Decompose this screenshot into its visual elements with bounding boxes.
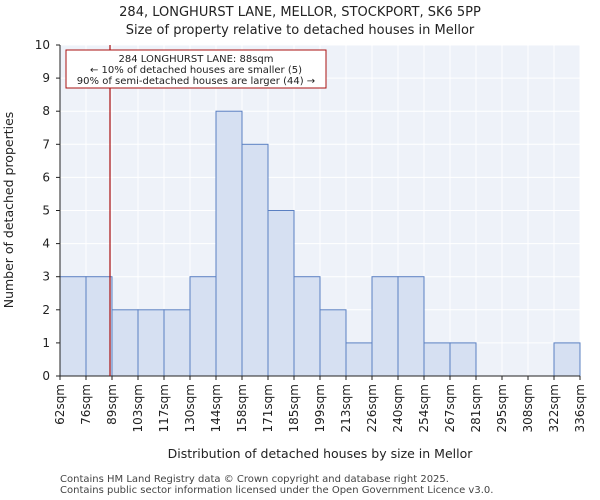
annotation-line-3: 90% of semi-detached houses are larger (… — [77, 76, 315, 87]
bars — [59, 110, 581, 377]
y-tick-label: 4 — [42, 237, 50, 251]
x-tick-label: 171sqm — [261, 384, 275, 432]
bar — [345, 342, 373, 377]
y-tick-label: 3 — [42, 270, 50, 284]
x-tick-label: 240sqm — [391, 384, 405, 432]
y-tick-label: 9 — [42, 71, 50, 85]
x-tick-label: 226sqm — [365, 384, 379, 432]
x-tick-label: 89sqm — [105, 384, 119, 425]
x-tick-label: 281sqm — [469, 384, 483, 432]
bar — [319, 309, 347, 377]
chart-title: 284, LONGHURST LANE, MELLOR, STOCKPORT, … — [119, 5, 481, 20]
x-tick-label: 336sqm — [573, 384, 587, 432]
bar — [397, 276, 425, 377]
x-tick-label: 158sqm — [235, 384, 249, 432]
annotation-box: 284 LONGHURST LANE: 88sqm ← 10% of detac… — [65, 49, 327, 89]
bar — [241, 143, 269, 377]
x-axis-label: Distribution of detached houses by size … — [168, 446, 474, 461]
y-tick-label: 0 — [42, 369, 50, 383]
chart-subtitle: Size of property relative to detached ho… — [126, 23, 475, 38]
footer-line-2: Contains public sector information licen… — [60, 485, 494, 496]
bar — [59, 276, 87, 377]
y-tick-label: 6 — [42, 170, 50, 184]
x-tick-label: 213sqm — [339, 384, 353, 432]
axes: 0 1 2 3 4 5 6 7 8 9 10 62sqm 76sqm 89sqm 103sqm 117sqm 1… — [35, 38, 587, 432]
y-tick-label: 10 — [35, 38, 50, 52]
bar — [267, 210, 295, 377]
x-tick-label: 144sqm — [209, 384, 223, 432]
y-axis-label: Number of detached properties — [1, 112, 16, 309]
bar — [423, 342, 451, 377]
x-tick-label: 199sqm — [313, 384, 327, 432]
x-tick-label: 130sqm — [183, 384, 197, 432]
bar — [137, 309, 165, 377]
x-tick-label: 76sqm — [79, 384, 93, 425]
y-tick-label: 1 — [42, 336, 50, 350]
histogram-chart: 284, LONGHURST LANE, MELLOR, STOCKPORT, … — [1, 5, 587, 461]
bar — [163, 309, 191, 377]
x-tick-label: 103sqm — [131, 384, 145, 432]
footer: Contains HM Land Registry data © Crown c… — [60, 474, 493, 496]
y-tick-label: 5 — [42, 204, 50, 218]
bar — [85, 276, 113, 377]
y-tick-label: 8 — [42, 104, 50, 118]
bar — [293, 276, 321, 377]
y-tick-label: 7 — [42, 137, 50, 151]
bar — [449, 342, 477, 377]
x-tick-label: 308sqm — [521, 384, 535, 432]
x-tick-label: 254sqm — [417, 384, 431, 432]
annotation-frame — [65, 49, 327, 89]
bar — [189, 276, 217, 377]
bar — [215, 110, 243, 377]
x-tick-label: 62sqm — [53, 384, 67, 425]
x-tick-label: 322sqm — [547, 384, 561, 432]
annotation-line-1: 284 LONGHURST LANE: 88sqm — [118, 54, 273, 65]
x-tick-label: 295sqm — [495, 384, 509, 432]
x-tick-label: 185sqm — [287, 384, 301, 432]
bar — [111, 309, 139, 377]
y-tick-label: 2 — [42, 303, 50, 317]
bar — [553, 342, 581, 377]
bar — [371, 276, 399, 377]
x-tick-label: 267sqm — [443, 384, 457, 432]
x-tick-label: 117sqm — [157, 384, 171, 432]
annotation-line-2: ← 10% of detached houses are smaller (5) — [90, 65, 302, 76]
footer-line-1: Contains HM Land Registry data © Crown c… — [60, 474, 449, 485]
